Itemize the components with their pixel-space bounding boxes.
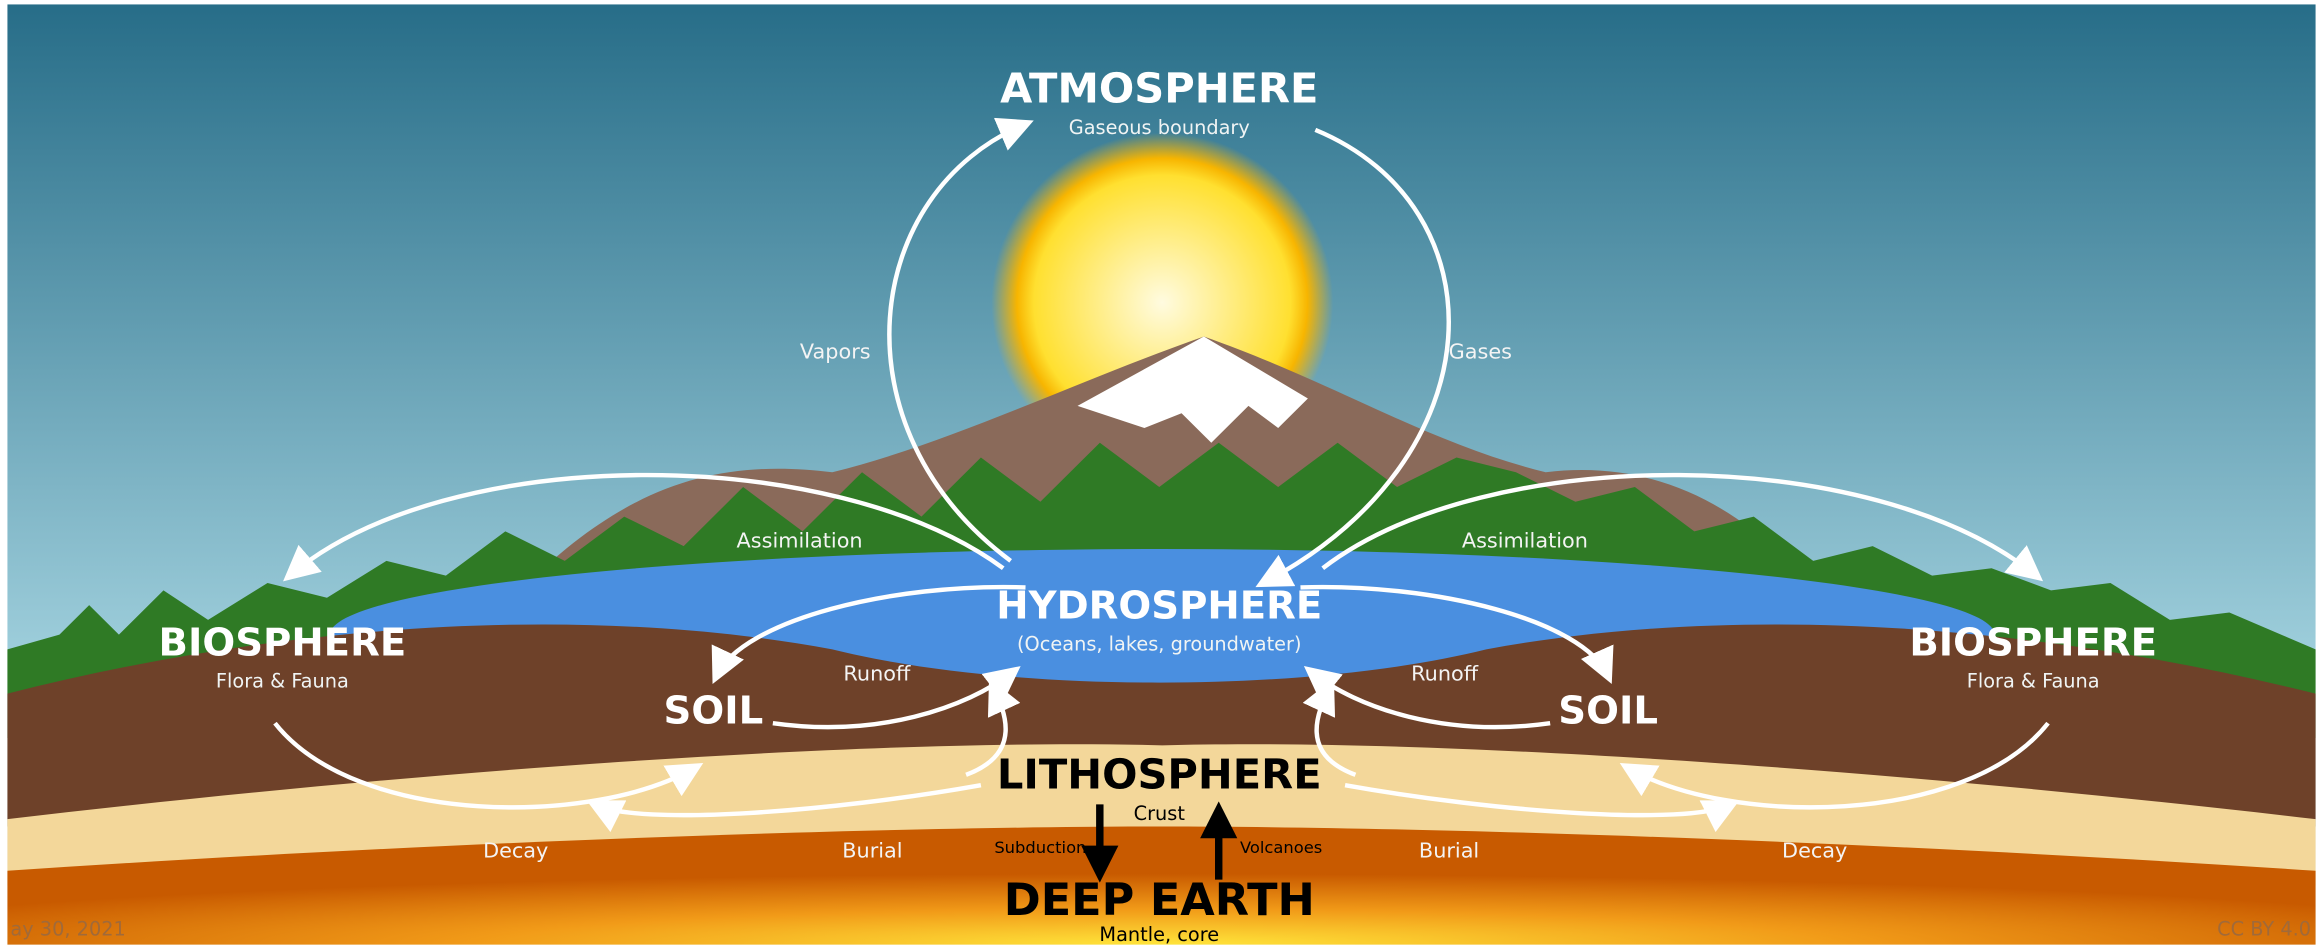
flow-label: Runoff bbox=[1411, 662, 1479, 686]
node-label: SOIL bbox=[664, 688, 764, 733]
flow-label: Decay bbox=[1782, 839, 1847, 863]
node-sublabel: Gaseous boundary bbox=[1069, 116, 1250, 139]
arrow bbox=[887, 117, 1034, 563]
node-label: ATMOSPHERE bbox=[1000, 65, 1318, 113]
arrow bbox=[1321, 472, 2044, 582]
flow-label: Burial bbox=[842, 839, 902, 863]
node-label: BIOSPHERE bbox=[1909, 621, 2157, 666]
footer-date: ay 30, 2021 bbox=[10, 917, 125, 940]
arrow bbox=[586, 782, 982, 833]
arrow bbox=[1302, 678, 1357, 777]
flow-label: Assimilation bbox=[1462, 529, 1588, 553]
node-sublabel: Mantle, core bbox=[1099, 923, 1219, 946]
arrow bbox=[1344, 782, 1740, 833]
arrow bbox=[283, 472, 1005, 582]
arrow bbox=[965, 678, 1021, 777]
arrow bbox=[273, 721, 704, 810]
arrow bbox=[711, 584, 1026, 684]
flow-label: Decay bbox=[483, 839, 548, 863]
scene bbox=[7, 4, 2316, 945]
arrow bbox=[1619, 721, 2050, 810]
node-sublabel: Crust bbox=[1134, 802, 1186, 825]
footer-license: CC BY 4.0 bbox=[2217, 917, 2311, 940]
flow-label: Assimilation bbox=[737, 529, 863, 553]
arrows bbox=[273, 117, 2050, 883]
node-label: HYDROSPHERE bbox=[996, 584, 1322, 629]
flow-label: Gases bbox=[1449, 340, 1512, 364]
node-label: DEEP EARTH bbox=[1004, 875, 1315, 926]
node-sublabel: (Oceans, lakes, groundwater) bbox=[1017, 633, 1302, 656]
flow-label: Vapors bbox=[800, 340, 871, 364]
arrow bbox=[1255, 127, 1451, 588]
flow-label: Subduction bbox=[994, 838, 1086, 857]
flow-label: Volcanoes bbox=[1240, 838, 1322, 857]
arrow bbox=[1300, 584, 1614, 685]
node-label: LITHOSPHERE bbox=[997, 751, 1322, 799]
node-sublabel: Flora & Fauna bbox=[1967, 669, 2100, 692]
node-label: SOIL bbox=[1558, 688, 1658, 733]
labels: ATMOSPHERE Gaseous boundary HYDROSPHERE … bbox=[10, 65, 2311, 947]
flow-label: Burial bbox=[1419, 839, 1479, 863]
flow-label: Runoff bbox=[843, 662, 911, 686]
node-sublabel: Flora & Fauna bbox=[216, 669, 349, 692]
node-label: BIOSPHERE bbox=[159, 621, 407, 666]
